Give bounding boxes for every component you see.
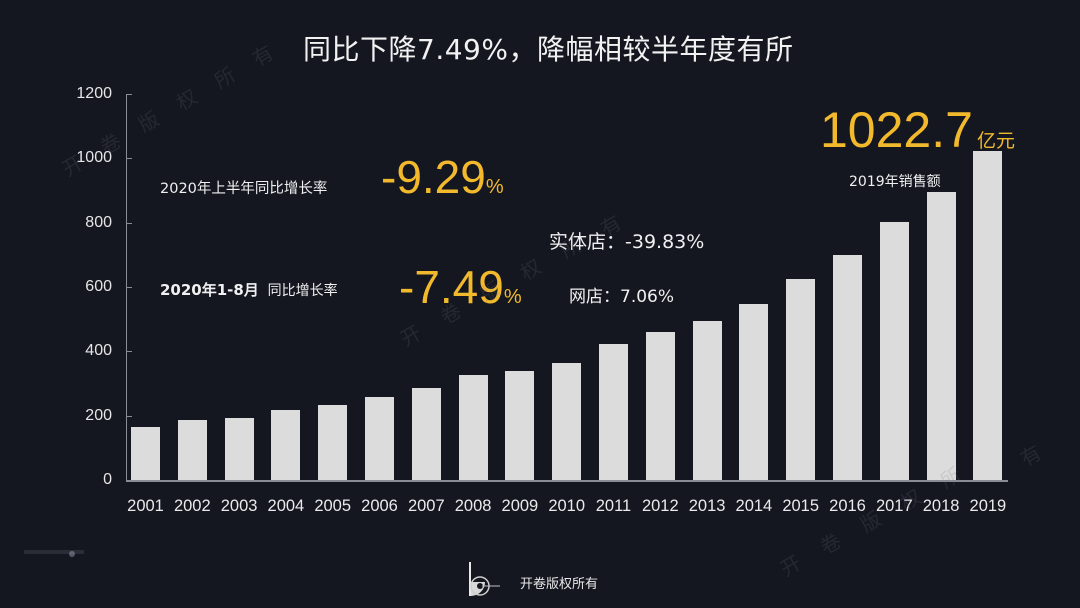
x-tick-label: 2010 — [548, 497, 586, 515]
bar-2013 — [692, 321, 722, 480]
x-tick-label: 2002 — [173, 497, 211, 515]
jan-aug-growth-number: -7.49 — [399, 261, 504, 313]
decorative-dots-icon — [24, 550, 84, 557]
bar-2004 — [271, 409, 301, 480]
sales-2019-number: 1022.7 — [820, 102, 973, 158]
bar-2011 — [599, 343, 628, 480]
jan-aug-growth-unit: % — [503, 286, 522, 308]
h1-growth-number: -9.29 — [381, 151, 486, 203]
y-tick-label: 0 — [103, 471, 112, 488]
kaijuan-logo-icon — [468, 562, 512, 602]
bar-2009 — [505, 370, 535, 480]
y-tick-label: 1000 — [76, 149, 112, 167]
bar-2001 — [131, 426, 160, 480]
h1-growth-unit: % — [485, 176, 504, 198]
x-tick-label: 2018 — [922, 497, 960, 515]
x-tick-label: 2001 — [127, 497, 164, 515]
x-tick-label: 2011 — [595, 497, 632, 515]
x-tick-label: 2015 — [782, 497, 820, 515]
y-tick-mark — [126, 222, 132, 224]
physical-store-growth: 实体店：-39.83% — [549, 231, 705, 253]
h1-growth-value: -9.29% — [381, 154, 504, 200]
sales-2019-unit: 亿元 — [976, 131, 1015, 152]
y-tick-label: 200 — [85, 406, 112, 424]
x-tick-label: 2019 — [969, 497, 1007, 515]
y-tick-label: 600 — [85, 278, 112, 295]
y-tick-label: 1200 — [76, 85, 112, 102]
y-tick-mark — [126, 94, 132, 95]
bar-2008 — [458, 375, 488, 480]
bar-2005 — [318, 405, 348, 480]
jan-aug-growth-label: 2020年1-8月 同比增长率 — [160, 279, 338, 300]
jan-aug-period: 2020年1-8月 — [160, 281, 259, 299]
y-tick-label: 800 — [85, 213, 112, 231]
footer: 开卷版权所有 — [468, 562, 598, 602]
chart-title: 同比下降7.49%，降幅相较半年度有所 — [303, 33, 794, 66]
y-tick-mark — [126, 480, 132, 481]
x-tick-label: 2017 — [875, 497, 913, 515]
x-tick-label: 2014 — [735, 497, 773, 515]
bar-2017 — [879, 222, 909, 480]
x-tick-label: 2013 — [688, 497, 726, 515]
x-tick-label: 2009 — [501, 497, 539, 515]
y-tick-label: 400 — [85, 342, 112, 360]
y-tick-mark — [126, 415, 132, 417]
x-tick-label: 2005 — [314, 497, 352, 515]
sales-2019-label: 2019年销售额 — [849, 174, 941, 190]
bar-2016 — [833, 255, 862, 480]
bar-2012 — [645, 332, 675, 480]
x-tick-label: 2007 — [407, 497, 445, 515]
x-axis — [126, 480, 1008, 482]
x-tick-label: 2016 — [829, 497, 866, 515]
bar-2002 — [177, 420, 207, 480]
y-tick-mark — [126, 158, 132, 160]
y-tick-mark — [126, 287, 132, 288]
bar-2010 — [552, 362, 582, 480]
bar-2019 — [973, 151, 1003, 480]
sales-2019-value: 1022.7 亿元 — [820, 105, 1015, 155]
copyright-text: 开卷版权所有 — [520, 576, 599, 592]
bar-2014 — [739, 304, 769, 480]
jan-aug-growth-value: -7.49% — [399, 264, 522, 310]
bar-2015 — [786, 278, 816, 480]
x-tick-label: 2008 — [454, 497, 492, 515]
x-tick-label: 2006 — [361, 497, 398, 515]
bar-2018 — [926, 192, 956, 480]
bar-2007 — [411, 388, 441, 480]
x-tick-label: 2004 — [267, 497, 305, 515]
x-tick-label: 2012 — [641, 497, 679, 515]
y-tick-mark — [126, 351, 132, 353]
h1-growth-label: 2020年上半年同比增长率 — [160, 181, 328, 197]
bar-2006 — [365, 397, 394, 480]
x-tick-label: 2003 — [220, 497, 258, 515]
jan-aug-metric: 同比增长率 — [267, 283, 338, 299]
bar-2003 — [224, 417, 254, 480]
online-store-growth: 网店：7.06% — [569, 287, 675, 307]
